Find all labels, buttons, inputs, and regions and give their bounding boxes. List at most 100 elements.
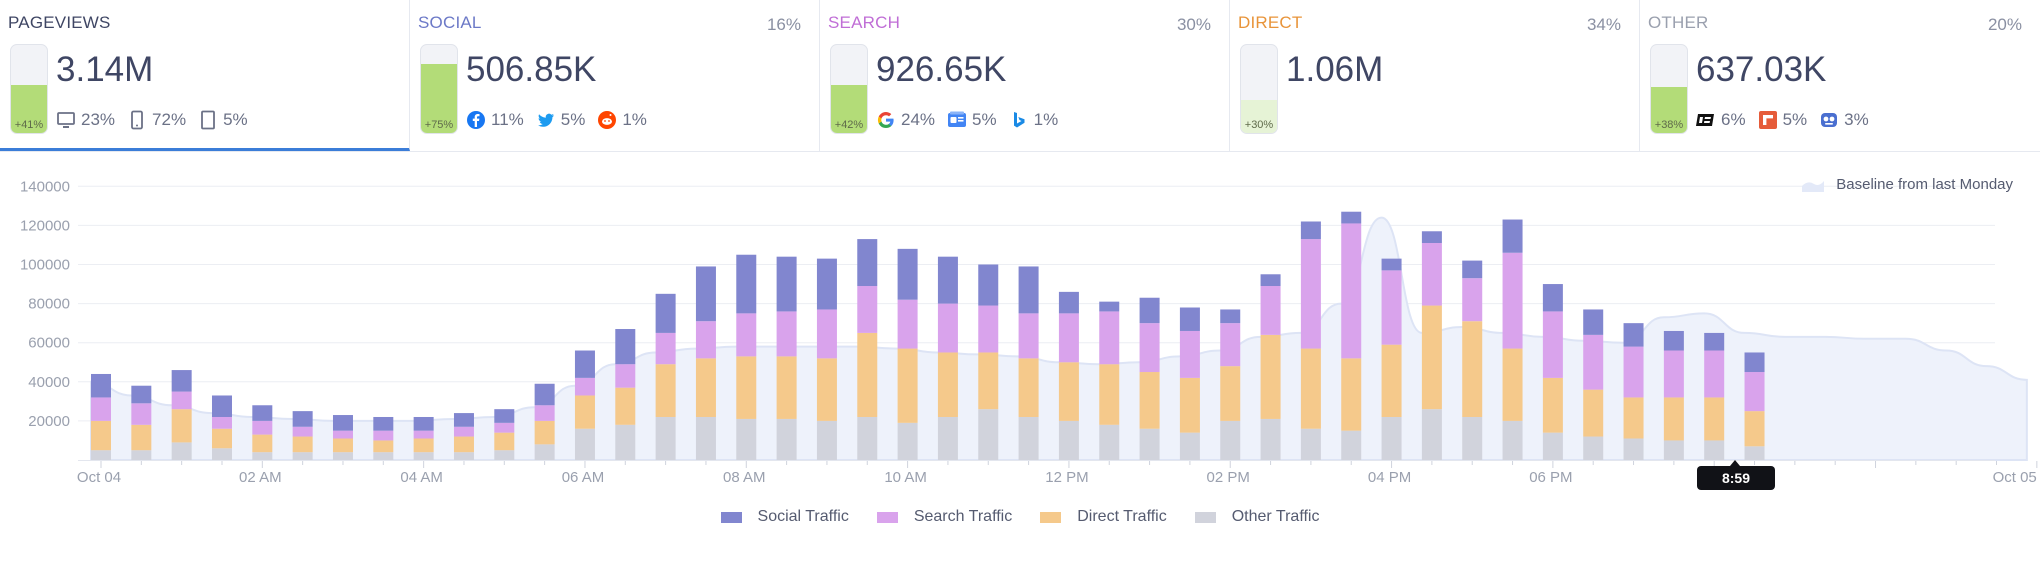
bar-direct-traffic[interactable] [1704,397,1725,441]
bar-other-traffic[interactable] [1018,416,1039,460]
bar-direct-traffic[interactable] [695,358,716,417]
bar-social-traffic[interactable] [937,256,958,304]
bar-search-traffic[interactable] [1220,323,1241,367]
bar-search-traffic[interactable] [373,430,394,441]
bar-social-traffic[interactable] [1623,323,1644,347]
legend-search-traffic[interactable]: Search Traffic [876,508,1012,526]
bar-social-traffic[interactable] [857,239,878,287]
bar-other-traffic[interactable] [1260,418,1281,460]
bar-social-traffic[interactable] [695,266,716,322]
bar-social-traffic[interactable] [1462,260,1483,279]
bar-direct-traffic[interactable] [373,440,394,453]
bar-search-traffic[interactable] [1179,330,1200,378]
tab-search[interactable]: SEARCH 30% +42% 926.65K 24% 5% 1% [820,0,1230,151]
bar-social-traffic[interactable] [615,329,636,365]
bar-direct-traffic[interactable] [131,424,152,451]
bar-direct-traffic[interactable] [332,438,353,453]
bar-direct-traffic[interactable] [776,356,797,419]
bar-search-traffic[interactable] [776,311,797,357]
bar-social-traffic[interactable] [211,395,232,417]
bar-social-traffic[interactable] [91,373,111,398]
bar-social-traffic[interactable] [978,264,999,306]
bar-other-traffic[interactable] [1744,446,1765,460]
bar-search-traffic[interactable] [1260,286,1281,335]
bar-social-traffic[interactable] [1300,221,1321,240]
bar-direct-traffic[interactable] [534,420,555,445]
bar-other-traffic[interactable] [292,452,313,460]
bar-social-traffic[interactable] [534,383,555,406]
bar-direct-traffic[interactable] [1099,364,1120,425]
bar-social-traffic[interactable] [1663,330,1684,351]
bar-search-traffic[interactable] [1704,350,1725,398]
bar-search-traffic[interactable] [413,430,434,439]
bar-other-traffic[interactable] [494,450,515,460]
bar-search-traffic[interactable] [1583,334,1604,390]
bar-direct-traffic[interactable] [292,436,313,453]
bar-direct-traffic[interactable] [1220,366,1241,421]
bar-social-traffic[interactable] [1502,219,1523,253]
bar-search-traffic[interactable] [857,286,878,333]
bar-search-traffic[interactable] [937,303,958,353]
bar-other-traffic[interactable] [776,418,797,460]
tab-direct[interactable]: DIRECT 34% +30% 1.06M [1230,0,1640,151]
bar-other-traffic[interactable] [857,416,878,460]
tab-social[interactable]: SOCIAL 16% +75% 506.85K 11% 5% 1% [410,0,820,151]
bar-direct-traffic[interactable] [1018,358,1039,417]
bar-search-traffic[interactable] [695,321,716,359]
bar-direct-traffic[interactable] [615,387,636,425]
bar-search-traffic[interactable] [1018,313,1039,359]
bar-search-traffic[interactable] [1300,239,1321,349]
bar-other-traffic[interactable] [131,450,152,460]
bar-direct-traffic[interactable] [897,348,918,423]
bar-social-traffic[interactable] [171,370,192,392]
bar-direct-traffic[interactable] [1058,362,1079,421]
bar-social-traffic[interactable] [413,416,434,431]
bar-other-traffic[interactable] [1663,440,1684,460]
bar-social-traffic[interactable] [1179,307,1200,331]
bar-social-traffic[interactable] [736,254,757,314]
bar-other-traffic[interactable] [171,442,192,460]
bar-search-traffic[interactable] [453,426,474,437]
bar-direct-traffic[interactable] [1663,397,1684,441]
bar-search-traffic[interactable] [1663,350,1684,398]
bar-social-traffic[interactable] [776,256,797,312]
bar-other-traffic[interactable] [252,452,273,460]
bar-direct-traffic[interactable] [655,364,676,417]
bar-other-traffic[interactable] [91,450,111,460]
bar-search-traffic[interactable] [1421,242,1442,306]
bar-search-traffic[interactable] [1381,270,1402,345]
bar-social-traffic[interactable] [1058,291,1079,314]
bar-direct-traffic[interactable] [1421,305,1442,410]
bar-social-traffic[interactable] [655,293,676,333]
bar-direct-traffic[interactable] [1542,377,1563,433]
bar-search-traffic[interactable] [1099,311,1120,365]
bar-other-traffic[interactable] [695,416,716,460]
bar-search-traffic[interactable] [1542,311,1563,378]
bar-other-traffic[interactable] [736,418,757,460]
bar-other-traffic[interactable] [615,424,636,460]
bar-direct-traffic[interactable] [574,395,595,429]
bar-social-traffic[interactable] [453,413,474,427]
bar-direct-traffic[interactable] [494,432,515,451]
bar-search-traffic[interactable] [655,332,676,365]
bar-social-traffic[interactable] [1220,309,1241,324]
bar-direct-traffic[interactable] [1502,348,1523,421]
bar-other-traffic[interactable] [1623,438,1644,460]
bar-social-traffic[interactable] [574,350,595,378]
bar-search-traffic[interactable] [91,397,111,421]
bar-direct-traffic[interactable] [978,352,999,410]
bar-other-traffic[interactable] [1341,430,1362,460]
bar-other-traffic[interactable] [574,428,595,460]
bar-other-traffic[interactable] [1300,428,1321,460]
bar-direct-traffic[interactable] [413,438,434,453]
bar-direct-traffic[interactable] [1179,377,1200,433]
bar-social-traffic[interactable] [1099,301,1120,312]
bar-social-traffic[interactable] [1381,258,1402,271]
bar-direct-traffic[interactable] [171,409,192,443]
bar-other-traffic[interactable] [453,452,474,460]
bar-search-traffic[interactable] [252,420,273,435]
bar-direct-traffic[interactable] [1583,389,1604,437]
bar-search-traffic[interactable] [1502,252,1523,349]
bar-other-traffic[interactable] [373,452,394,460]
bar-other-traffic[interactable] [211,448,232,460]
